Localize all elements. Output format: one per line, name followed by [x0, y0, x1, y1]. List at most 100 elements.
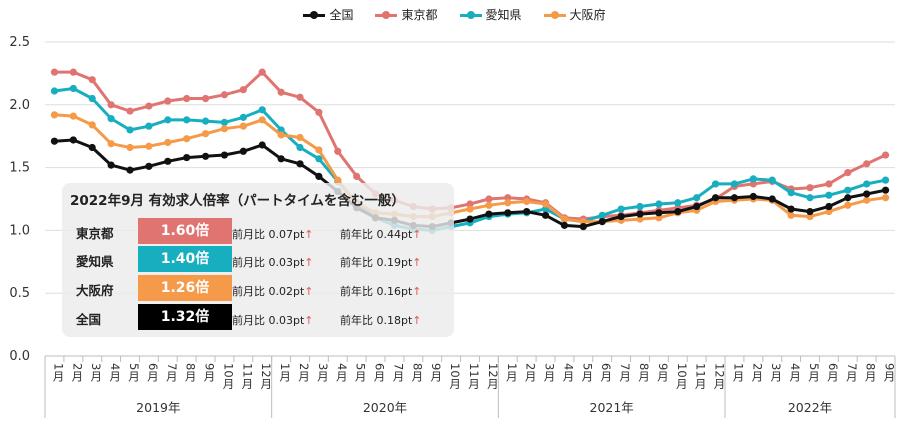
- region-name: 東京都: [76, 226, 114, 241]
- data-point: [617, 212, 625, 221]
- data-point: [504, 194, 512, 202]
- x-tick-label: 4月: [561, 363, 575, 382]
- data-point: [560, 215, 569, 223]
- x-tick-label: 6月: [599, 363, 613, 382]
- chart-legend: 全国 東京都 愛知県 大阪府: [0, 6, 909, 23]
- x-tick-label: 4月: [335, 363, 349, 382]
- data-point: [749, 175, 757, 183]
- x-tick-label: 9月: [429, 363, 443, 382]
- data-point: [485, 201, 493, 209]
- data-point: [315, 108, 323, 116]
- data-point: [353, 172, 361, 180]
- data-point: [768, 176, 776, 184]
- data-point: [145, 142, 153, 150]
- data-point: [844, 201, 852, 209]
- x-tick-label: 3月: [769, 363, 783, 382]
- legend-item-aichi[interactable]: 愛知県: [459, 6, 522, 23]
- data-point: [239, 86, 247, 94]
- data-point: [220, 151, 229, 159]
- data-point: [466, 205, 474, 213]
- year-over-year: 前年比 0.19pt↑: [340, 256, 422, 269]
- data-point: [107, 161, 115, 169]
- legend-item-osaka[interactable]: 大阪府: [543, 6, 606, 23]
- summary-row-aichi: 愛知県 1.40倍 前月比 0.03pt↑ 前年比 0.19pt↑: [62, 246, 454, 272]
- data-point: [50, 137, 59, 145]
- month-over-month: 前月比 0.03pt↑: [232, 256, 314, 269]
- panel-title: 2022年9月 有効求人倍率（パートタイムを含む一般）: [70, 193, 405, 209]
- x-tick-label: 12月: [486, 363, 500, 389]
- data-point: [598, 211, 606, 219]
- x-tick-label: 6月: [826, 363, 840, 382]
- x-tick-label: 11月: [694, 363, 708, 389]
- y-tick-label: 1.0: [9, 223, 30, 238]
- year-over-year: 前年比 0.18pt↑: [340, 314, 422, 327]
- data-point: [126, 166, 134, 174]
- data-point: [579, 218, 587, 226]
- data-point: [863, 190, 871, 198]
- x-tick-label: 7月: [165, 363, 179, 382]
- data-point: [69, 84, 77, 93]
- legend-label: 大阪府: [569, 8, 606, 22]
- x-tick-label: 9月: [203, 363, 217, 382]
- data-point: [541, 211, 550, 219]
- legend-swatch-icon: [459, 10, 482, 20]
- x-tick-label: 8月: [864, 363, 878, 382]
- data-point: [806, 184, 814, 192]
- x-tick-label: 5月: [807, 363, 821, 382]
- data-point: [485, 210, 493, 218]
- year-over-year: 前年比 0.16pt↑: [340, 285, 422, 298]
- region-name: 愛知県: [76, 254, 114, 269]
- data-point: [315, 172, 323, 180]
- data-point: [844, 169, 852, 177]
- x-tick-label: 6月: [373, 363, 387, 382]
- month-over-month: 前月比 0.02pt↑: [232, 285, 314, 298]
- data-point: [88, 143, 96, 152]
- x-tick-label: 1月: [731, 363, 745, 382]
- data-point: [164, 157, 172, 165]
- data-point: [711, 180, 720, 188]
- data-point: [145, 122, 153, 130]
- data-point: [881, 176, 890, 184]
- x-tick-label: 6月: [146, 363, 160, 382]
- data-point: [69, 68, 77, 76]
- data-point: [258, 141, 266, 149]
- data-point: [881, 151, 890, 159]
- data-point: [825, 202, 833, 211]
- region-name: 全国: [76, 312, 102, 327]
- ratio-value: 1.60倍: [138, 218, 232, 244]
- up-arrow-icon: ↑: [304, 256, 314, 269]
- data-point: [296, 160, 304, 168]
- up-arrow-icon: ↑: [304, 228, 314, 241]
- data-point: [711, 194, 720, 202]
- data-point: [126, 143, 134, 152]
- data-point: [126, 107, 134, 115]
- data-point: [164, 138, 172, 147]
- data-point: [749, 180, 757, 188]
- x-tick-label: 2月: [70, 363, 84, 382]
- legend-item-national[interactable]: 全国: [303, 6, 353, 23]
- year-label: 2019年: [136, 400, 180, 415]
- data-point: [334, 176, 342, 184]
- data-point: [50, 87, 59, 95]
- x-tick-label: 12月: [259, 363, 273, 389]
- year-label: 2021年: [590, 400, 634, 415]
- data-point: [69, 136, 77, 144]
- data-point: [258, 116, 266, 124]
- x-tick-label: 5月: [127, 363, 141, 382]
- data-point: [277, 155, 285, 163]
- x-tick-label: 7月: [845, 363, 859, 382]
- data-point: [485, 195, 493, 203]
- legend-label: 東京都: [401, 8, 438, 22]
- legend-swatch-icon: [375, 10, 398, 20]
- month-over-month: 前月比 0.03pt↑: [232, 314, 314, 327]
- data-point: [579, 223, 587, 231]
- legend-item-tokyo[interactable]: 東京都: [375, 6, 438, 23]
- up-arrow-icon: ↑: [412, 285, 422, 298]
- data-point: [693, 194, 701, 202]
- data-point: [466, 200, 474, 208]
- data-point: [655, 214, 663, 222]
- data-point: [315, 146, 323, 154]
- x-tick-label: 7月: [618, 363, 632, 382]
- data-point: [69, 112, 77, 120]
- data-point: [655, 209, 663, 217]
